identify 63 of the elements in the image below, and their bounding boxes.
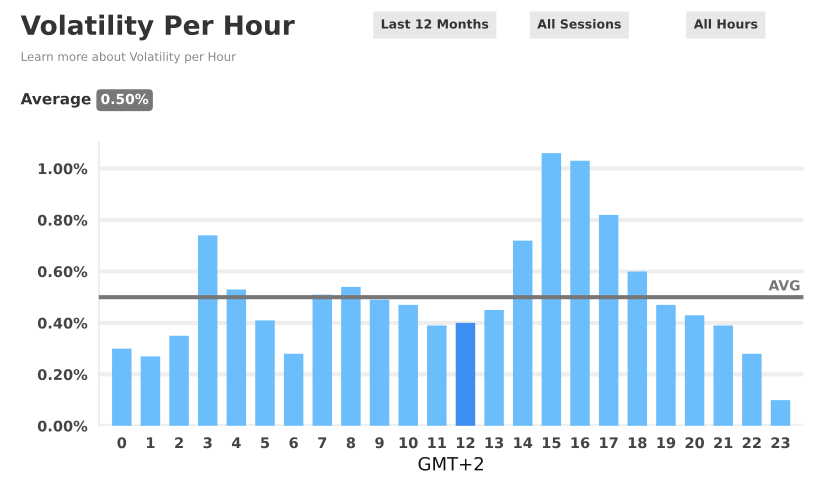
x-tick-label: 0: [117, 437, 126, 448]
bar: [198, 235, 218, 426]
bar: [742, 354, 762, 426]
text: Last 12 Months: [382, 19, 488, 29]
x-tick-label: 18: [628, 437, 647, 448]
y-tick-label: 0.80%: [38, 214, 88, 226]
x-tick-label: 16: [572, 437, 590, 448]
x-tick-label: 15: [542, 437, 561, 448]
y-tick-label: 0.40%: [38, 318, 88, 329]
bar: [570, 160, 590, 426]
bar: [284, 354, 304, 426]
x-tick-label: 7: [318, 437, 326, 448]
text: 0.50%: [101, 94, 148, 104]
bar: [341, 286, 361, 426]
x-tick-label: 11: [428, 437, 446, 448]
chart-subtitle: Learn more about Volatility per Hour: [22, 52, 236, 64]
bar: [542, 153, 562, 426]
x-tick-label: 3: [204, 437, 212, 448]
x-tick-label: 1: [147, 437, 154, 448]
x-tick-label: 12: [456, 437, 474, 448]
x-tick-label: 13: [486, 437, 504, 448]
text: Average: [20, 93, 91, 108]
bar: [226, 289, 246, 426]
bar: [598, 214, 618, 426]
bar: [427, 325, 447, 426]
x-tick-label: 21: [714, 437, 732, 448]
x-tick-label: 14: [514, 437, 532, 448]
x-tick-label: 6: [289, 437, 298, 448]
y-tick-label: 0.60%: [38, 266, 88, 278]
x-tick-label: 4: [232, 437, 241, 448]
bar: [398, 304, 418, 426]
bar: [140, 356, 160, 426]
bar: [770, 400, 790, 426]
x-tick-label: 2: [175, 437, 183, 448]
x-tick-label: 22: [742, 437, 761, 448]
x-tick-label: 23: [771, 437, 790, 448]
text: All Sessions: [537, 19, 621, 29]
x-tick-label: 20: [686, 437, 704, 448]
bar: [456, 322, 476, 426]
bar: [484, 310, 504, 426]
y-tick-label: 0.00%: [38, 420, 88, 432]
bar: [255, 320, 275, 426]
x-tick-label: 9: [375, 437, 384, 448]
bar: [713, 325, 733, 426]
y-tick-label: 0.20%: [38, 369, 88, 380]
bar: [370, 300, 390, 426]
x-tick-label: 8: [346, 437, 356, 448]
chart-title: Volatility Per Hour: [20, 14, 295, 40]
y-tick-label: 1.00%: [38, 163, 88, 174]
x-tick-label: 5: [261, 437, 270, 448]
x-tick-label: 17: [600, 437, 618, 448]
bar: [656, 304, 676, 426]
bar: [628, 271, 648, 426]
x-tick-label: 10: [400, 437, 418, 448]
bar: [684, 315, 704, 426]
text: All Hours: [694, 19, 758, 29]
bar: [312, 294, 332, 426]
bar: [169, 336, 189, 426]
x-axis-title: GMT+2: [418, 456, 483, 471]
ref-line-label: AVG: [768, 280, 800, 291]
x-tick-label: 19: [657, 437, 676, 448]
bar: [112, 348, 132, 426]
bar: [513, 240, 532, 426]
